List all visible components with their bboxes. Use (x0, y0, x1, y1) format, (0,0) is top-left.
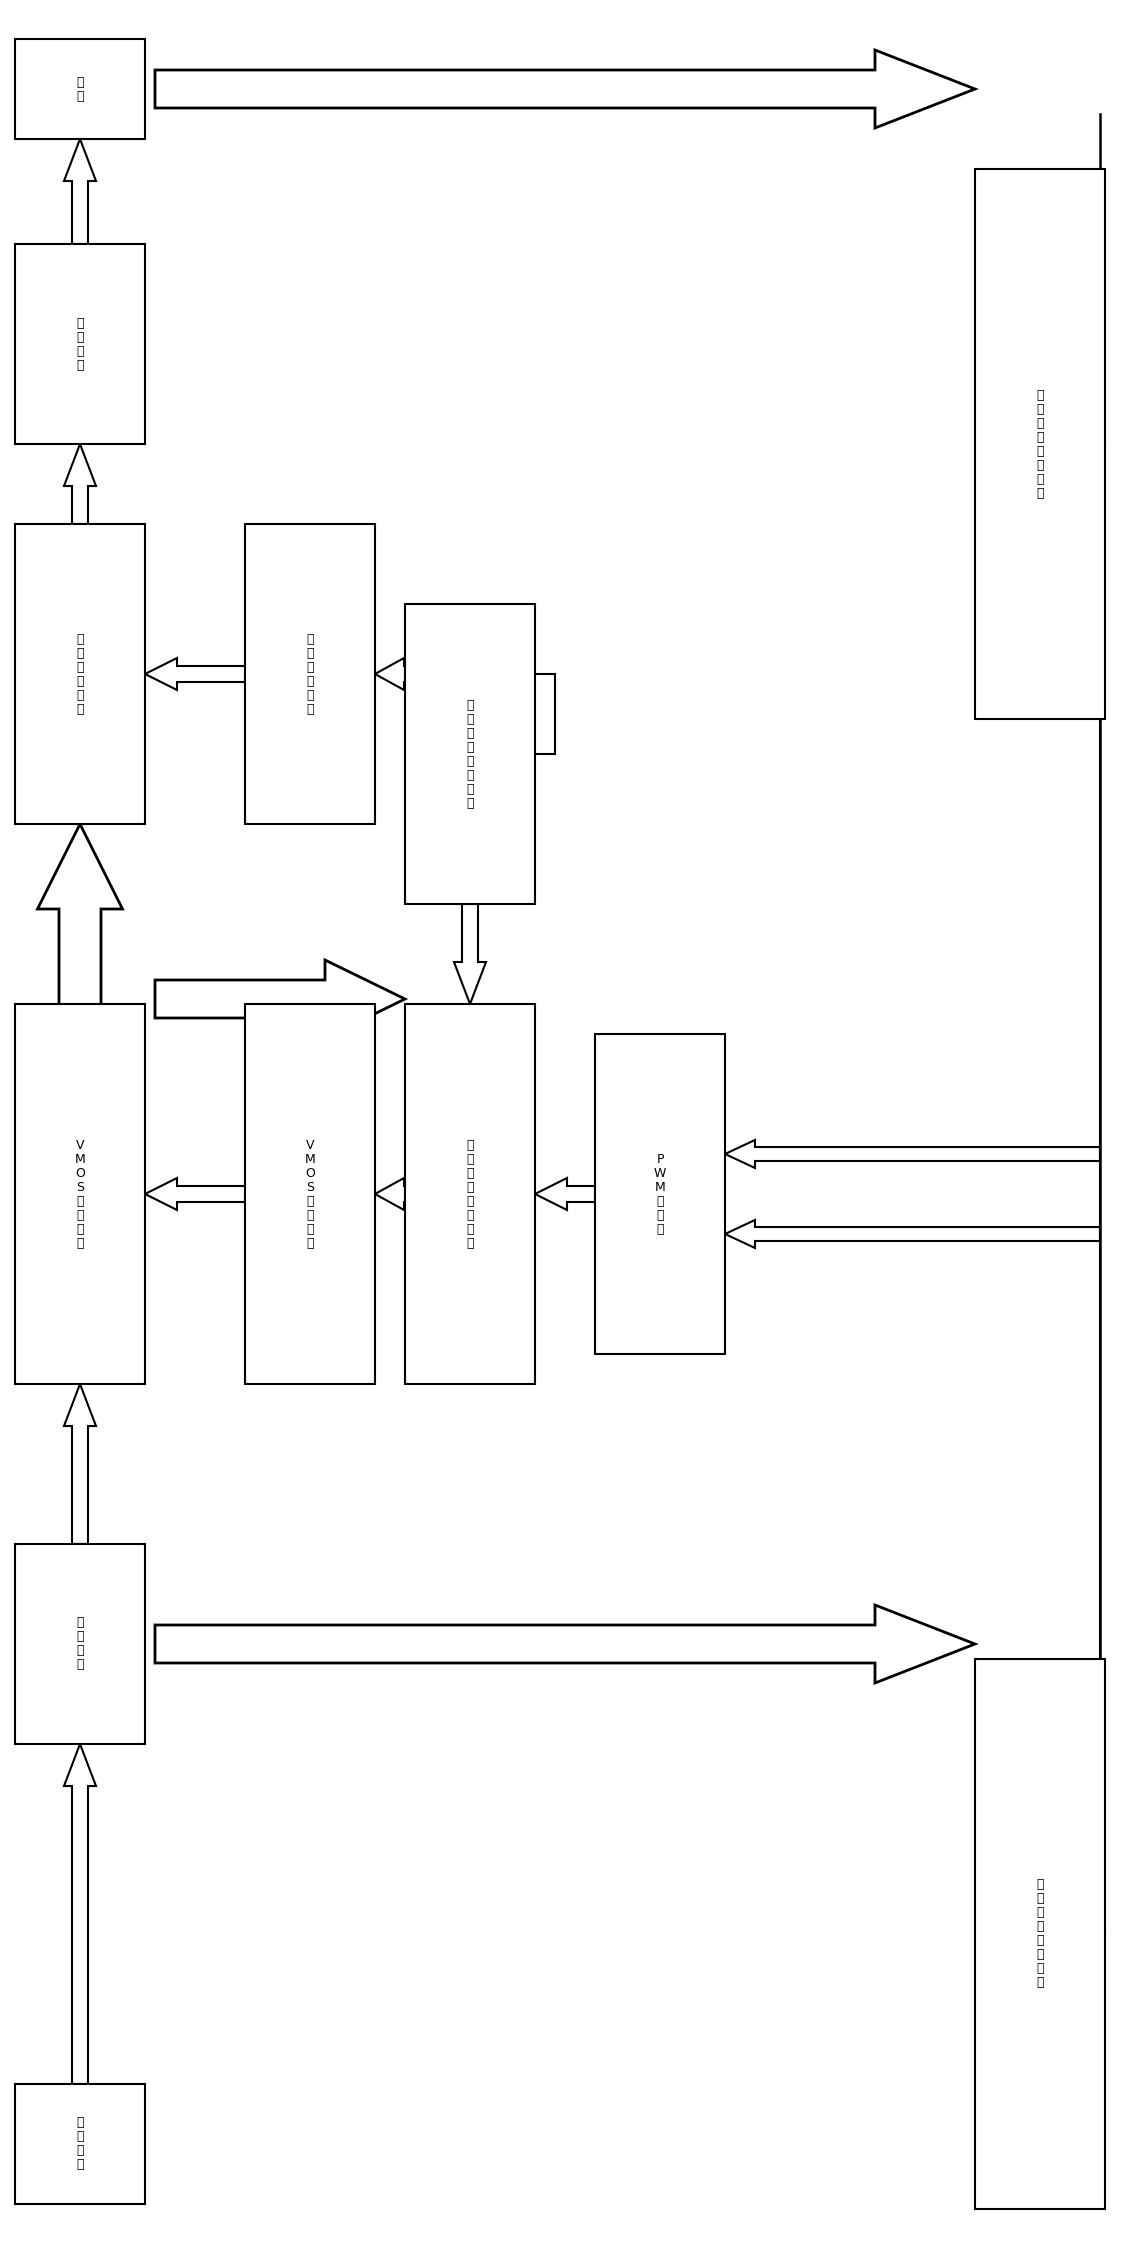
Polygon shape (155, 1604, 975, 1683)
Bar (245, 525, 374, 824)
Polygon shape (155, 49, 975, 128)
Bar (594, 1034, 725, 1353)
Bar (15, 1544, 146, 1744)
Text: 续
流
电
路: 续 流 电 路 (77, 1616, 83, 1672)
Polygon shape (64, 444, 96, 525)
Bar (15, 2085, 146, 2204)
Polygon shape (64, 139, 96, 245)
Bar (405, 1003, 535, 1385)
Polygon shape (146, 657, 245, 689)
Polygon shape (374, 657, 405, 689)
Text: 输
入
电
源: 输 入 电 源 (77, 2116, 83, 2172)
Text: 输
入
电
源
采
样
电
路: 输 入 电 源 采 样 电 路 (1037, 1878, 1043, 1990)
Polygon shape (37, 824, 123, 1174)
Text: V
M
O
S
开
关
电
路: V M O S 开 关 电 路 (74, 1138, 86, 1250)
Bar (15, 525, 146, 824)
Polygon shape (374, 1178, 405, 1210)
Bar (15, 245, 146, 444)
Text: 输
出
电
流
采
样
电
路: 输 出 电 流 采 样 电 路 (1037, 388, 1043, 500)
Polygon shape (155, 960, 405, 1039)
Bar (975, 168, 1105, 718)
Text: 反
向
隔
离
电
路: 反 向 隔 离 电 路 (77, 633, 83, 716)
Polygon shape (64, 1385, 96, 1544)
Text: P
W
M
控
制
器: P W M 控 制 器 (654, 1153, 667, 1236)
Text: 负
载: 负 载 (77, 76, 83, 103)
Text: 续
流
电
压
采
样
电
路: 续 流 电 压 采 样 电 路 (466, 698, 474, 810)
Text: 储
能
电
路: 储 能 电 路 (77, 316, 83, 373)
Polygon shape (725, 1221, 1100, 1248)
Bar (245, 1003, 374, 1385)
Text: 驱
动
信
号
合
成
电
路: 驱 动 信 号 合 成 电 路 (466, 1138, 474, 1250)
Polygon shape (64, 1744, 96, 2085)
Bar (405, 604, 535, 904)
Text: 续
流
驱
动
电
路: 续 流 驱 动 电 路 (306, 633, 314, 716)
Bar (15, 1003, 146, 1385)
Polygon shape (725, 1140, 1100, 1167)
Polygon shape (535, 1178, 594, 1210)
Polygon shape (146, 1178, 245, 1210)
Text: V
M
O
S
开
关
电
路: V M O S 开 关 电 路 (305, 1138, 316, 1250)
Polygon shape (453, 904, 486, 1003)
Bar (975, 1658, 1105, 2208)
Bar (15, 38, 146, 139)
